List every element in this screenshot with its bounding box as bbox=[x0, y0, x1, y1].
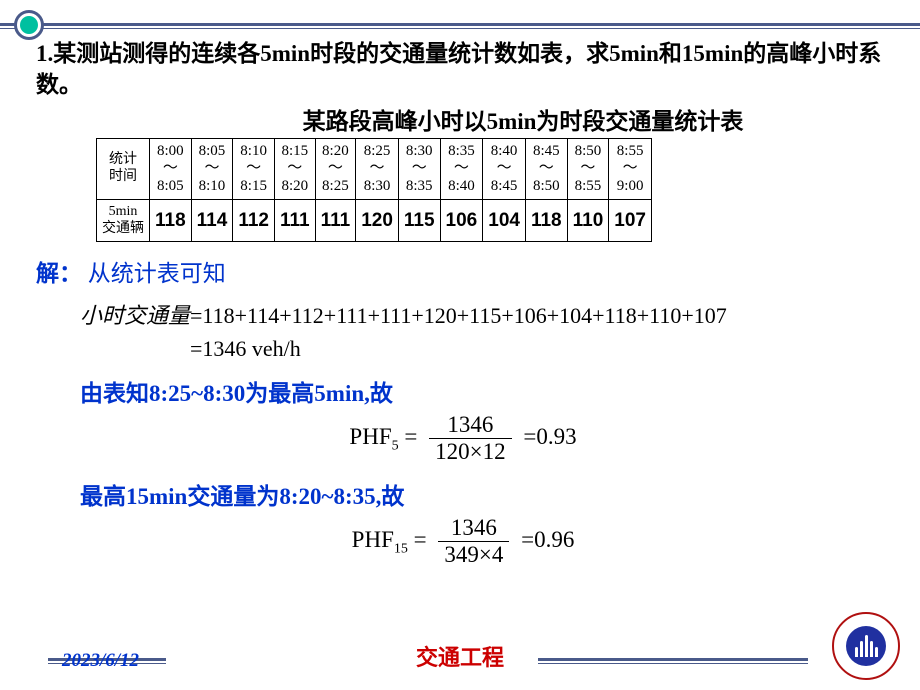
top-decoration bbox=[0, 23, 920, 29]
table-cell: 111 bbox=[315, 199, 356, 242]
row-header-time: 统计时间 bbox=[97, 139, 150, 200]
table-row-header: 统计时间 8:00～8:05 8:05～8:10 8:10～8:15 8:15～… bbox=[97, 139, 652, 200]
solution-intro-text: 从统计表可知 bbox=[88, 261, 226, 286]
time-slot: 8:15～8:20 bbox=[274, 139, 315, 200]
time-slot: 8:25～8:30 bbox=[356, 139, 399, 200]
university-logo bbox=[832, 612, 900, 680]
time-slot: 8:50～8:55 bbox=[567, 139, 609, 200]
table-cell: 111 bbox=[274, 199, 315, 242]
hour-calc-result: =1346 veh/h bbox=[190, 336, 890, 362]
peak15-statement: 最高15min交通量为8:20~8:35,故 bbox=[80, 477, 890, 511]
table-cell: 120 bbox=[356, 199, 399, 242]
hour-calc-line: 小时交通量=118+114+112+111+111+120+115+106+10… bbox=[80, 298, 890, 330]
table-cell: 115 bbox=[398, 199, 440, 242]
time-slot: 8:10～8:15 bbox=[233, 139, 275, 200]
slide-content: 1.某测站测得的连续各5min时段的交通量统计数如表，求5min和15min的高… bbox=[36, 38, 890, 568]
corner-circle-inner bbox=[20, 16, 38, 34]
problem-statement: 1.某测站测得的连续各5min时段的交通量统计数如表，求5min和15min的高… bbox=[36, 38, 890, 100]
footer-title: 交通工程 bbox=[0, 640, 920, 672]
table-row-values: 5min交通辆 118 114 112 111 111 120 115 106 … bbox=[97, 199, 652, 242]
data-table: 统计时间 8:00～8:05 8:05～8:10 8:10～8:15 8:15～… bbox=[96, 138, 652, 242]
solution-label: 解： bbox=[36, 261, 82, 286]
table-cell: 118 bbox=[150, 199, 192, 242]
time-slot: 8:40～8:45 bbox=[483, 139, 526, 200]
peak5-statement: 由表知8:25~8:30为最高5min,故 bbox=[80, 374, 890, 408]
time-slot: 8:45～8:50 bbox=[525, 139, 567, 200]
time-slot: 8:55～9:00 bbox=[609, 139, 652, 200]
time-slot: 8:35～8:40 bbox=[440, 139, 483, 200]
table-title: 某路段高峰小时以5min为时段交通量统计表 bbox=[156, 102, 890, 136]
table-cell: 118 bbox=[525, 199, 567, 242]
table-cell: 112 bbox=[233, 199, 275, 242]
table-cell: 107 bbox=[609, 199, 652, 242]
phf15-formula: PHF15 = 1346349×4 =0.96 bbox=[36, 515, 890, 568]
time-slot: 8:30～8:35 bbox=[398, 139, 440, 200]
row-header-volume: 5min交通辆 bbox=[97, 199, 150, 242]
table-cell: 110 bbox=[567, 199, 609, 242]
table-cell: 104 bbox=[483, 199, 526, 242]
time-slot: 8:00～8:05 bbox=[150, 139, 192, 200]
solution-intro: 解： 从统计表可知 bbox=[36, 256, 890, 292]
table-cell: 106 bbox=[440, 199, 483, 242]
time-slot: 8:05～8:10 bbox=[191, 139, 233, 200]
phf5-formula: PHF5 = 1346120×12 =0.93 bbox=[36, 412, 890, 465]
time-slot: 8:20～8:25 bbox=[315, 139, 356, 200]
table-cell: 114 bbox=[191, 199, 233, 242]
